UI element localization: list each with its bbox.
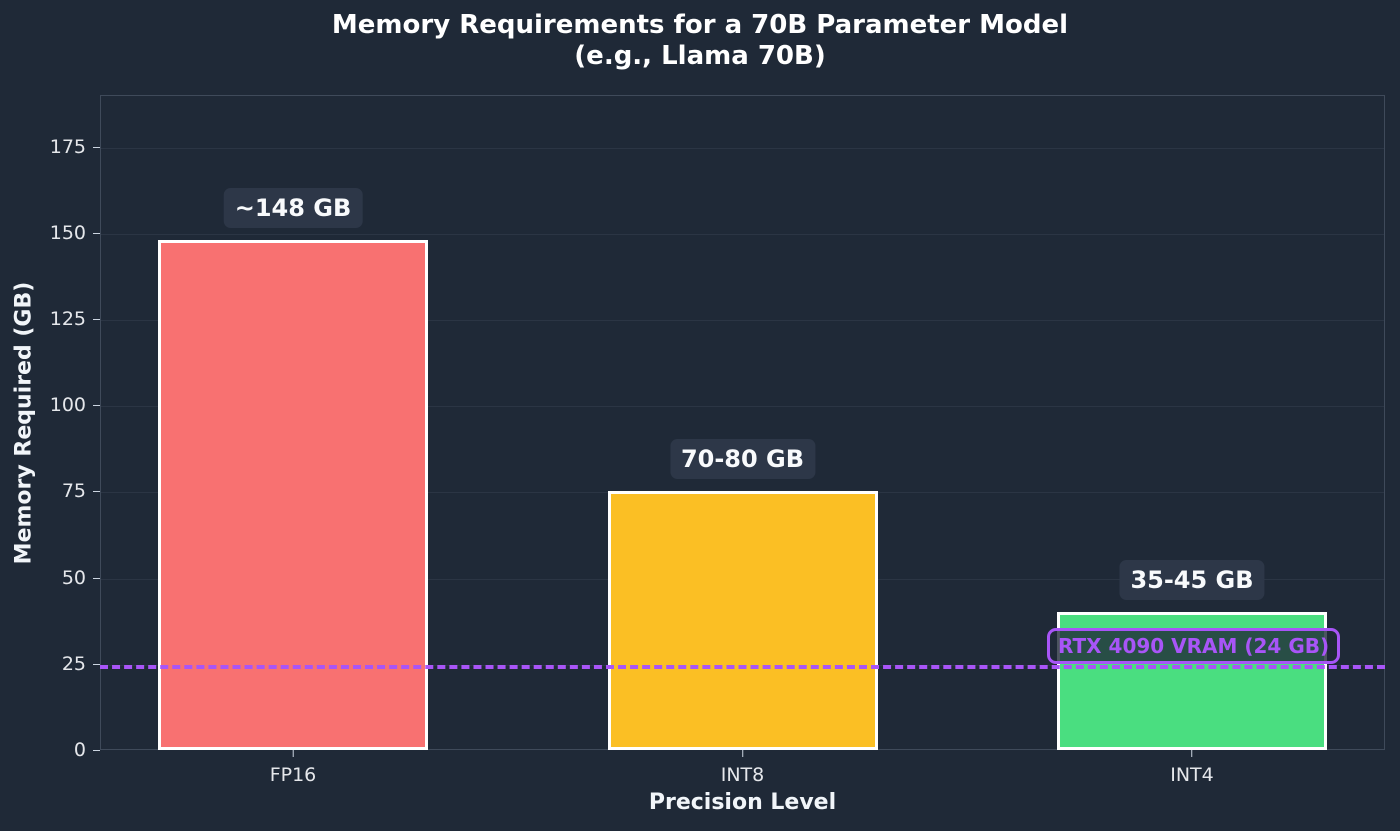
x-tick-label: INT4 — [1170, 764, 1214, 786]
y-tick-mark — [93, 663, 100, 665]
y-tick-label: 25 — [61, 652, 86, 675]
x-tick-mark — [292, 750, 294, 757]
gridline — [101, 320, 1384, 322]
y-tick-label: 175 — [49, 135, 86, 158]
x-tick-mark — [1191, 750, 1193, 757]
x-tick-label: INT8 — [720, 764, 765, 786]
gridline — [101, 147, 1384, 149]
bar-fp16 — [158, 239, 428, 750]
y-tick-mark — [93, 319, 100, 321]
y-tick-label: 50 — [61, 566, 86, 589]
y-tick-label: 0 — [73, 739, 86, 761]
x-axis-label: Precision Level — [648, 790, 837, 815]
x-tick-label: FP16 — [269, 764, 317, 786]
value-label-int8: 70-80 GB — [669, 439, 816, 480]
y-tick-mark — [93, 405, 100, 407]
y-tick-label: 75 — [61, 480, 86, 503]
y-tick-label: 100 — [49, 394, 86, 417]
chart-title: Memory Requirements for a 70B Parameter … — [0, 10, 1400, 72]
value-label-int4: 35-45 GB — [1119, 560, 1265, 601]
y-tick-mark — [93, 750, 100, 751]
bar-int8 — [607, 491, 878, 750]
gridline — [101, 406, 1384, 408]
value-label-fp16: ~148 GB — [223, 187, 363, 228]
x-tick-mark — [741, 750, 743, 757]
x-tick: FP16 — [269, 750, 317, 786]
y-tick-label: 150 — [49, 221, 86, 244]
y-tick-mark — [93, 232, 100, 234]
y-axis-label: Memory Required (GB) — [11, 281, 37, 565]
reference-line — [100, 665, 1385, 670]
x-tick: INT4 — [1170, 750, 1214, 786]
y-tick-label: 125 — [49, 308, 86, 331]
gridline — [101, 233, 1384, 235]
y-tick-mark — [93, 146, 100, 148]
chart-title-main: Memory Requirements for a 70B Parameter … — [331, 10, 1069, 40]
chart-subtitle: (e.g., Llama 70B) — [574, 41, 826, 71]
y-tick-mark — [93, 491, 100, 493]
reference-line-label: RTX 4090 VRAM (24 GB) — [1047, 628, 1341, 664]
x-tick: INT8 — [720, 750, 765, 786]
y-tick-mark — [93, 577, 100, 579]
